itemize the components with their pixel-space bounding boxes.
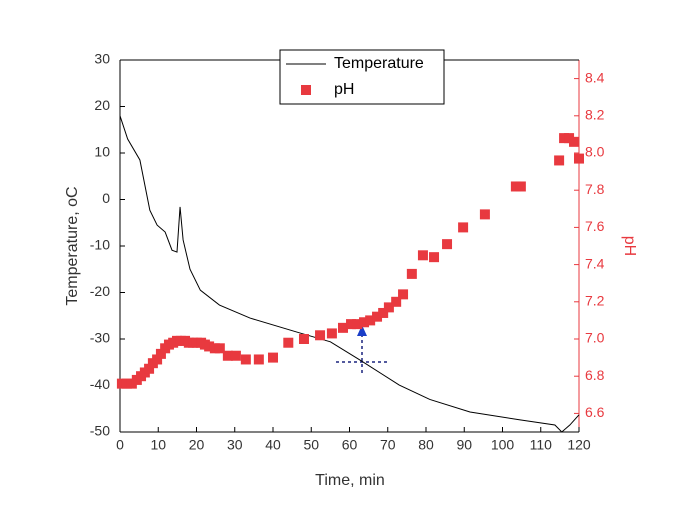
y-tick-label: -40 [90, 376, 110, 392]
ph-point [406, 268, 417, 279]
y2-tick-label: 7.4 [585, 255, 605, 271]
ph-point [298, 334, 309, 344]
x-tick-label: 50 [303, 437, 319, 453]
y-tick-label: 0 [102, 190, 110, 206]
ph-point [315, 330, 326, 341]
y2-tick-label: 7.0 [585, 330, 605, 346]
ph-point [214, 343, 225, 354]
x-tick-label: 110 [530, 437, 553, 453]
legend-label: pH [334, 81, 354, 98]
temperature-line [119, 115, 580, 433]
ph-point [359, 317, 370, 328]
ph-point [372, 311, 383, 322]
y2-tick-label: 7.2 [585, 293, 605, 309]
ph-point [417, 250, 428, 261]
x-tick-label: 120 [567, 437, 591, 453]
x-tick-label: 70 [380, 437, 396, 453]
y-tick-label: -30 [90, 330, 110, 346]
ph-point [253, 354, 264, 365]
y-tick-label: 30 [94, 51, 110, 67]
x-tick-label: 80 [418, 437, 434, 453]
ph-point [144, 363, 155, 374]
ph-point [268, 352, 278, 363]
y-axis-label: Temperature, oC [64, 186, 81, 305]
x-tick-label: 0 [116, 437, 124, 453]
ph-point [230, 350, 241, 361]
ph-point [352, 319, 363, 330]
legend-marker [301, 85, 311, 95]
legend-label: Temperature [334, 55, 424, 72]
ph-point [337, 322, 348, 333]
y2-tick-label: 6.6 [585, 404, 605, 420]
ph-point [326, 328, 337, 339]
ph-point [378, 307, 389, 318]
y2-axis-label: pH [621, 236, 638, 256]
ph-point [283, 337, 294, 348]
y-tick-label: -20 [90, 283, 110, 299]
y2-tick-label: 8.0 [585, 144, 605, 160]
ph-point [240, 354, 251, 365]
x-tick-label: 10 [150, 437, 166, 453]
y2-tick-label: 6.8 [585, 367, 605, 383]
ph-point [429, 252, 440, 263]
y2-tick-label: 8.2 [585, 107, 605, 123]
x-axis-label: Time, min [315, 472, 385, 489]
ph-point [204, 341, 215, 352]
y-tick-label: 10 [94, 144, 110, 160]
ph-point [152, 354, 163, 365]
ph-point [365, 315, 376, 326]
ph-point [574, 153, 584, 164]
ph-point [383, 302, 394, 313]
ph-point [554, 155, 565, 166]
y-tick-label: -50 [90, 423, 110, 439]
y2-tick-label: 8.4 [585, 69, 605, 85]
y-tick-label: 20 [94, 97, 110, 113]
ph-point [515, 181, 526, 192]
x-tick-label: 100 [491, 437, 515, 453]
ph-point [479, 209, 490, 220]
x-tick-label: 30 [227, 437, 243, 453]
ph-point [458, 222, 469, 233]
y2-tick-label: 7.8 [585, 181, 605, 197]
ph-point [398, 289, 409, 300]
ph-point [222, 350, 233, 361]
cursor-arrow [357, 325, 367, 336]
y2-tick-label: 7.6 [585, 218, 605, 234]
ph-point [391, 296, 402, 307]
ph-point [442, 239, 453, 250]
ph-point [346, 319, 357, 330]
x-tick-label: 20 [189, 437, 205, 453]
y-tick-label: -10 [90, 237, 110, 253]
x-tick-label: 40 [265, 437, 281, 453]
x-tick-label: 90 [456, 437, 472, 453]
x-tick-label: 60 [342, 437, 358, 453]
ph-point [569, 136, 580, 147]
ph-point [155, 348, 166, 359]
